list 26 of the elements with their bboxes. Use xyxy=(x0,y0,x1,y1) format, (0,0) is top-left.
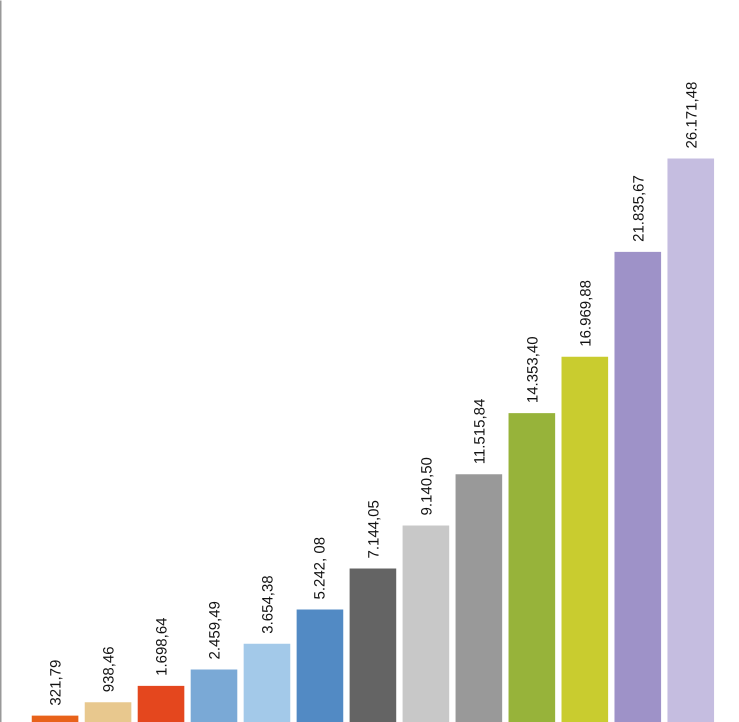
bar xyxy=(456,474,502,722)
data-label: 5.242, 08 xyxy=(311,536,328,600)
data-label: 26.171,48 xyxy=(683,82,700,148)
data-label: 1.698,64 xyxy=(154,618,171,676)
data-label: 938,46 xyxy=(100,646,118,692)
bar xyxy=(508,413,556,722)
data-label: 9.140,50 xyxy=(418,457,436,516)
bar xyxy=(614,252,662,722)
bar xyxy=(562,356,608,722)
bar xyxy=(244,644,290,722)
bar xyxy=(402,526,450,722)
data-label: 7.144,05 xyxy=(365,500,382,559)
data-label: 3.654,38 xyxy=(259,575,276,634)
bar xyxy=(190,669,238,722)
bar xyxy=(667,158,714,722)
data-label: 14.353,40 xyxy=(524,336,542,404)
bar xyxy=(350,568,396,722)
bar xyxy=(138,686,184,722)
bar xyxy=(84,702,132,722)
data-label: 11.515,84 xyxy=(471,398,488,464)
data-label: 321,79 xyxy=(48,660,65,706)
data-label: 16.969,88 xyxy=(577,280,594,347)
bar xyxy=(32,716,78,722)
bar xyxy=(296,610,344,722)
data-label: 21.835,67 xyxy=(630,175,648,242)
data-label: 2.459,49 xyxy=(206,601,224,660)
